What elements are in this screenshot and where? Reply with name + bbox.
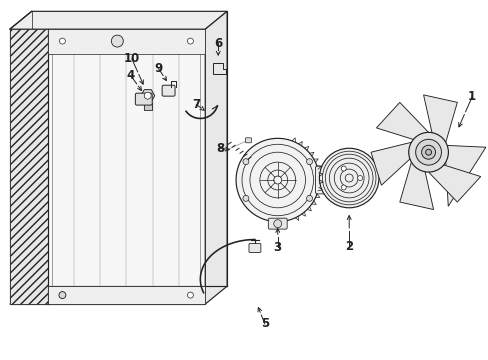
Text: 3: 3 bbox=[273, 241, 281, 254]
Bar bbox=[47, 29, 205, 54]
Text: 7: 7 bbox=[192, 98, 200, 111]
Polygon shape bbox=[141, 90, 154, 102]
Text: 5: 5 bbox=[260, 318, 268, 330]
Text: 2: 2 bbox=[345, 240, 352, 253]
Polygon shape bbox=[370, 142, 410, 185]
Circle shape bbox=[425, 149, 431, 155]
Circle shape bbox=[243, 195, 248, 201]
Circle shape bbox=[187, 292, 193, 298]
Circle shape bbox=[273, 220, 281, 228]
Circle shape bbox=[59, 292, 66, 298]
Circle shape bbox=[341, 166, 346, 171]
Polygon shape bbox=[423, 95, 456, 142]
Circle shape bbox=[111, 35, 123, 47]
Circle shape bbox=[415, 139, 441, 165]
Polygon shape bbox=[10, 11, 226, 29]
Text: 4: 4 bbox=[126, 69, 135, 82]
FancyBboxPatch shape bbox=[135, 93, 152, 105]
Circle shape bbox=[341, 185, 346, 190]
FancyBboxPatch shape bbox=[315, 166, 334, 194]
Text: 1: 1 bbox=[467, 90, 475, 103]
Circle shape bbox=[187, 38, 193, 44]
Polygon shape bbox=[376, 102, 427, 139]
Circle shape bbox=[306, 159, 312, 165]
Circle shape bbox=[357, 176, 362, 180]
Text: 6: 6 bbox=[214, 37, 222, 50]
Circle shape bbox=[319, 148, 378, 208]
Circle shape bbox=[144, 92, 151, 99]
Circle shape bbox=[408, 132, 447, 172]
FancyBboxPatch shape bbox=[245, 138, 251, 143]
Circle shape bbox=[243, 159, 248, 165]
Circle shape bbox=[421, 145, 435, 159]
Polygon shape bbox=[399, 162, 433, 210]
Circle shape bbox=[306, 195, 312, 201]
Bar bbox=[10, 29, 205, 304]
Polygon shape bbox=[213, 63, 225, 74]
Polygon shape bbox=[205, 11, 226, 304]
Bar bbox=[10, 29, 47, 304]
Bar bbox=[47, 286, 205, 304]
Text: 10: 10 bbox=[123, 53, 140, 66]
Text: 8: 8 bbox=[216, 142, 224, 155]
FancyBboxPatch shape bbox=[248, 243, 260, 252]
Polygon shape bbox=[445, 145, 485, 206]
Circle shape bbox=[60, 292, 65, 298]
Text: 9: 9 bbox=[154, 62, 163, 75]
Circle shape bbox=[236, 138, 319, 222]
Polygon shape bbox=[427, 165, 480, 202]
FancyBboxPatch shape bbox=[268, 218, 286, 229]
FancyBboxPatch shape bbox=[162, 85, 175, 96]
Circle shape bbox=[60, 38, 65, 44]
